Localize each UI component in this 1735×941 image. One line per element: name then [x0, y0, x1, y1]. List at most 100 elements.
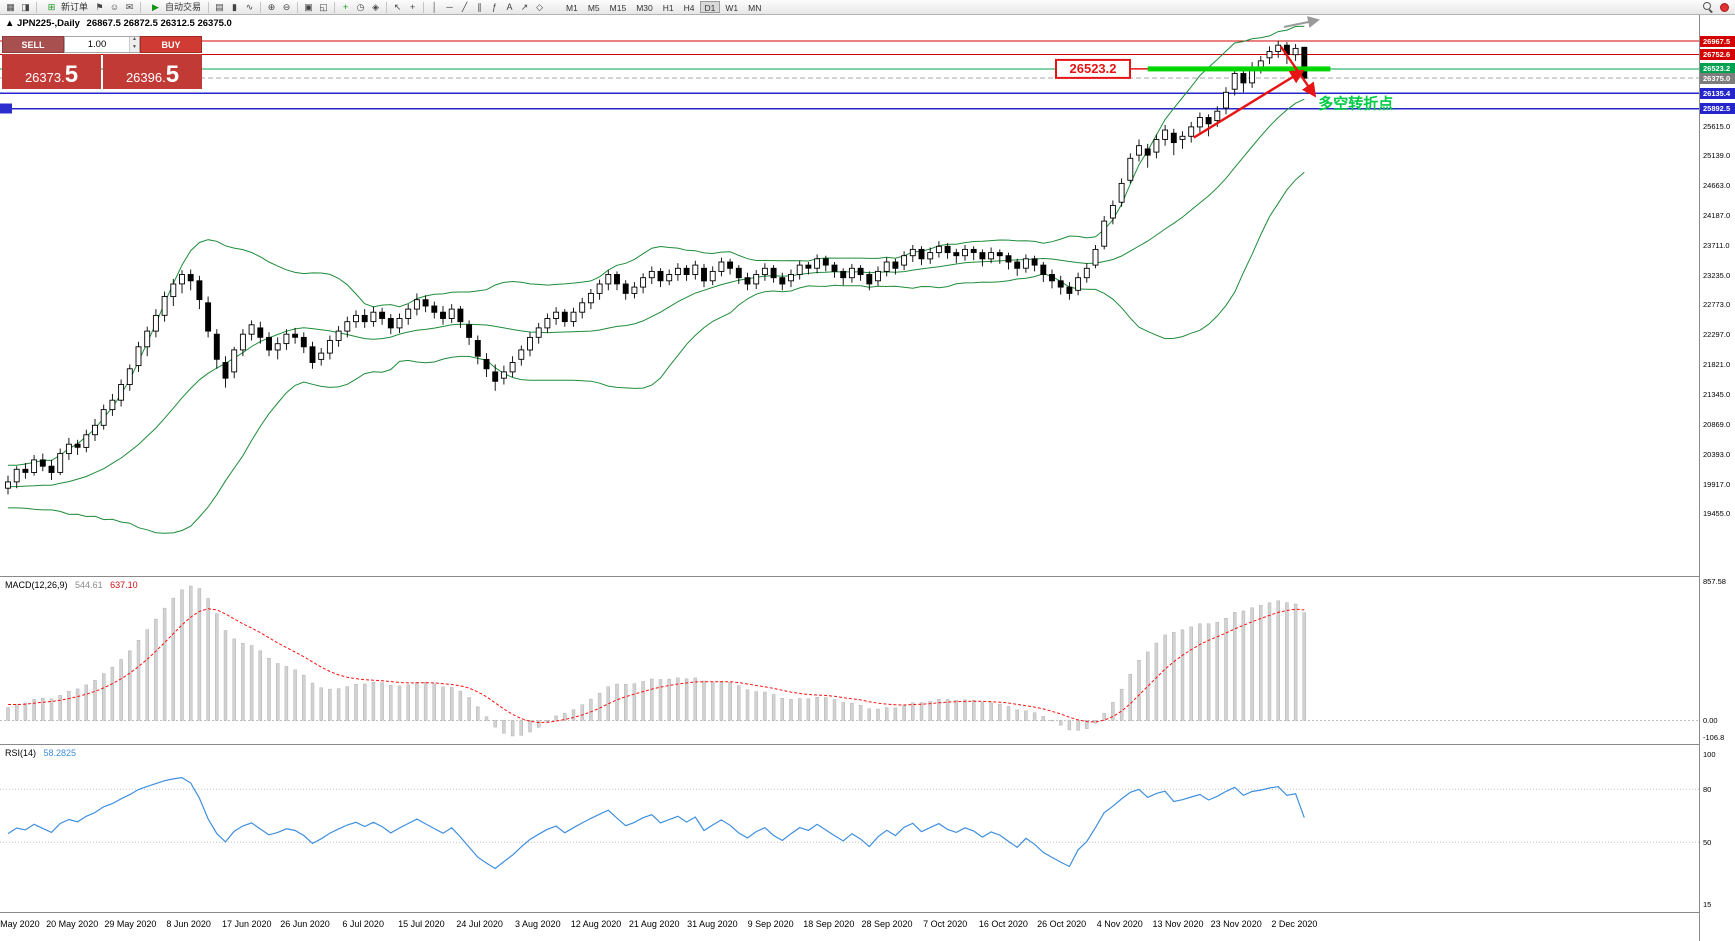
time-axis-label: 29 May 2020 [104, 919, 157, 929]
zoom-out-icon[interactable]: ⊖ [282, 1, 291, 12]
timeframe-mn-button[interactable]: MN [748, 3, 762, 13]
price-axis-label: 19455.0 [1703, 508, 1731, 518]
template-icon[interactable]: ◈ [372, 1, 379, 12]
volume-input[interactable] [65, 37, 129, 52]
timeframe-m15-button[interactable]: M15 [609, 3, 627, 13]
macd-canvas[interactable] [0, 577, 1699, 745]
time-axis[interactable]: 11 May 2020 20 May 2020 29 May 2020 8 Jun 2… [0, 913, 1699, 941]
timeframe-h1-button[interactable]: H1 [662, 3, 674, 13]
sell-price-pip: 5 [64, 61, 79, 88]
main-chart-panel[interactable]: 26523.2 多空转折点 ▲ JPN225-,Daily 26867.5 268… [0, 15, 1699, 577]
price-tag: 26523.2 [1700, 63, 1735, 75]
main-chart-canvas[interactable]: 26523.2 多空转折点 [0, 15, 1699, 577]
profiles-icon[interactable]: ◨ [21, 1, 30, 12]
autotrade-play-icon: ▶ [152, 1, 159, 12]
time-axis-label: 20 May 2020 [46, 919, 99, 929]
trend-up-arrow[interactable] [1193, 69, 1305, 139]
candles [5, 41, 1308, 495]
macd-label: MACD(12,26,9) 544.61 637.10 [5, 580, 138, 590]
timeframe-m1-button[interactable]: M1 [566, 3, 578, 13]
cursor-icon[interactable]: ↖ [393, 1, 402, 12]
bollinger-lower-band [8, 171, 1305, 534]
record-status-icon[interactable] [1720, 2, 1729, 12]
trendline-icon[interactable]: ╱ [461, 1, 468, 12]
indicators-icon[interactable]: + [342, 1, 349, 12]
macd-value-main: 544.61 [75, 580, 103, 590]
macd-panel[interactable]: MACD(12,26,9) 544.61 637.10 [0, 577, 1699, 745]
buy-price-display[interactable]: 26396. 5 [103, 54, 202, 89]
buy-button[interactable]: BUY [140, 36, 202, 53]
new-order-icon: ⊞ [47, 1, 56, 12]
vertical-line-icon[interactable]: │ [431, 1, 438, 12]
timeframe-h4-button[interactable]: H4 [683, 3, 695, 13]
macd-axis-label: 857.58 [1703, 576, 1726, 586]
autotrade-button[interactable]: ▶ 自动交易 [144, 1, 205, 14]
time-axis-label: 7 Oct 2020 [923, 919, 968, 929]
chat-icon[interactable]: ✉ [125, 1, 134, 12]
price-callout-box[interactable] [1055, 58, 1131, 79]
rsi-line [7, 776, 1305, 870]
period-icon[interactable]: ◷ [356, 1, 365, 12]
timeframe-d1-button[interactable]: D1 [699, 1, 721, 13]
chart-ohlc-header: ▲ JPN225-,Daily 26867.5 26872.5 26312.5 … [5, 18, 232, 29]
hline-left-handle[interactable] [0, 103, 12, 114]
macd-signal-line [8, 608, 1305, 724]
rsi-canvas[interactable] [0, 745, 1699, 913]
time-axis-label: 31 Aug 2020 [687, 919, 738, 929]
time-axis-label: 15 Jul 2020 [398, 919, 445, 929]
sell-button[interactable]: SELL [2, 36, 64, 53]
autotrade-button-label: 自动交易 [165, 1, 202, 12]
price-axis-label: 21345.0 [1703, 389, 1731, 399]
timeframe-m30-button[interactable]: M30 [636, 3, 653, 13]
crosshair-icon[interactable]: + [409, 1, 416, 12]
reversal-down-arrow[interactable] [1279, 45, 1317, 98]
new-order-button[interactable]: ⊞ 新订单 [40, 1, 92, 14]
rsi-panel[interactable]: RSI(14) 58.2825 [0, 745, 1699, 913]
bar-chart-icon[interactable]: ▤ [215, 1, 224, 12]
time-axis-label: 28 Sep 2020 [861, 919, 913, 929]
shapes-icon[interactable]: ◇ [536, 1, 543, 12]
time-axis-label: 26 Jun 2020 [280, 919, 330, 929]
buy-price-main: 26396. [125, 70, 166, 85]
candlestick-chart-icon[interactable]: ▮ [232, 1, 237, 12]
time-axis-label: 13 Nov 2020 [1152, 919, 1204, 929]
price-axis[interactable]: 25615.0 25139.0 24663.0 24187.0 23711.0 23235… [1699, 15, 1735, 941]
channel-icon[interactable]: ∥ [477, 1, 482, 12]
time-axis-label: 4 Nov 2020 [1096, 919, 1143, 929]
rsi-axis-label: 50 [1703, 837, 1712, 847]
new-order-button-label: 新订单 [61, 1, 89, 12]
zoom-in-icon[interactable]: ⊕ [267, 1, 276, 12]
macd-name: MACD(12,26,9) [5, 580, 68, 590]
toolbar-separator [297, 1, 299, 13]
volume-up-icon[interactable]: ▲ [130, 37, 139, 45]
new-chart-icon[interactable]: ▦ [6, 1, 15, 12]
auto-arrange-icon[interactable]: ◱ [319, 1, 328, 12]
time-axis-label: 23 Nov 2020 [1210, 919, 1262, 929]
volume-down-icon[interactable]: ▼ [130, 44, 139, 52]
fibonacci-icon[interactable]: ƒ [492, 1, 498, 12]
horizontal-level-lines[interactable] [0, 40, 1699, 110]
macd-axis-label: -106.8 [1703, 732, 1725, 742]
time-axis-label: 18 Sep 2020 [803, 919, 855, 929]
annotation-note-text[interactable]: 多空转折点 [1318, 94, 1393, 112]
horizontal-line-icon[interactable]: ─ [446, 1, 453, 12]
alerts-bell-icon[interactable]: ⚑ [95, 1, 104, 12]
collapse-arrow-icon[interactable]: ▲ [5, 18, 15, 29]
text-label-icon[interactable]: A [506, 1, 513, 12]
time-axis-label: 12 Aug 2020 [570, 919, 622, 929]
price-axis-label: 24187.0 [1703, 211, 1731, 221]
tile-windows-icon[interactable]: ▣ [304, 1, 313, 12]
gray-arrow[interactable] [1283, 16, 1320, 28]
line-chart-icon[interactable]: ∿ [245, 1, 254, 12]
search-icon[interactable] [1703, 2, 1713, 12]
arrows-tool-icon[interactable]: ↗ [520, 1, 529, 12]
rsi-value: 58.2825 [43, 748, 77, 758]
price-tag: 26375.0 [1700, 72, 1735, 84]
timeframe-m5-button[interactable]: M5 [587, 3, 600, 13]
community-icon[interactable]: ☺ [109, 1, 120, 12]
toolbar-separator [260, 1, 262, 13]
support-highlight-bar[interactable] [1147, 66, 1331, 72]
sell-price-display[interactable]: 26373. 5 [2, 54, 101, 89]
timeframe-w1-button[interactable]: W1 [725, 3, 739, 13]
